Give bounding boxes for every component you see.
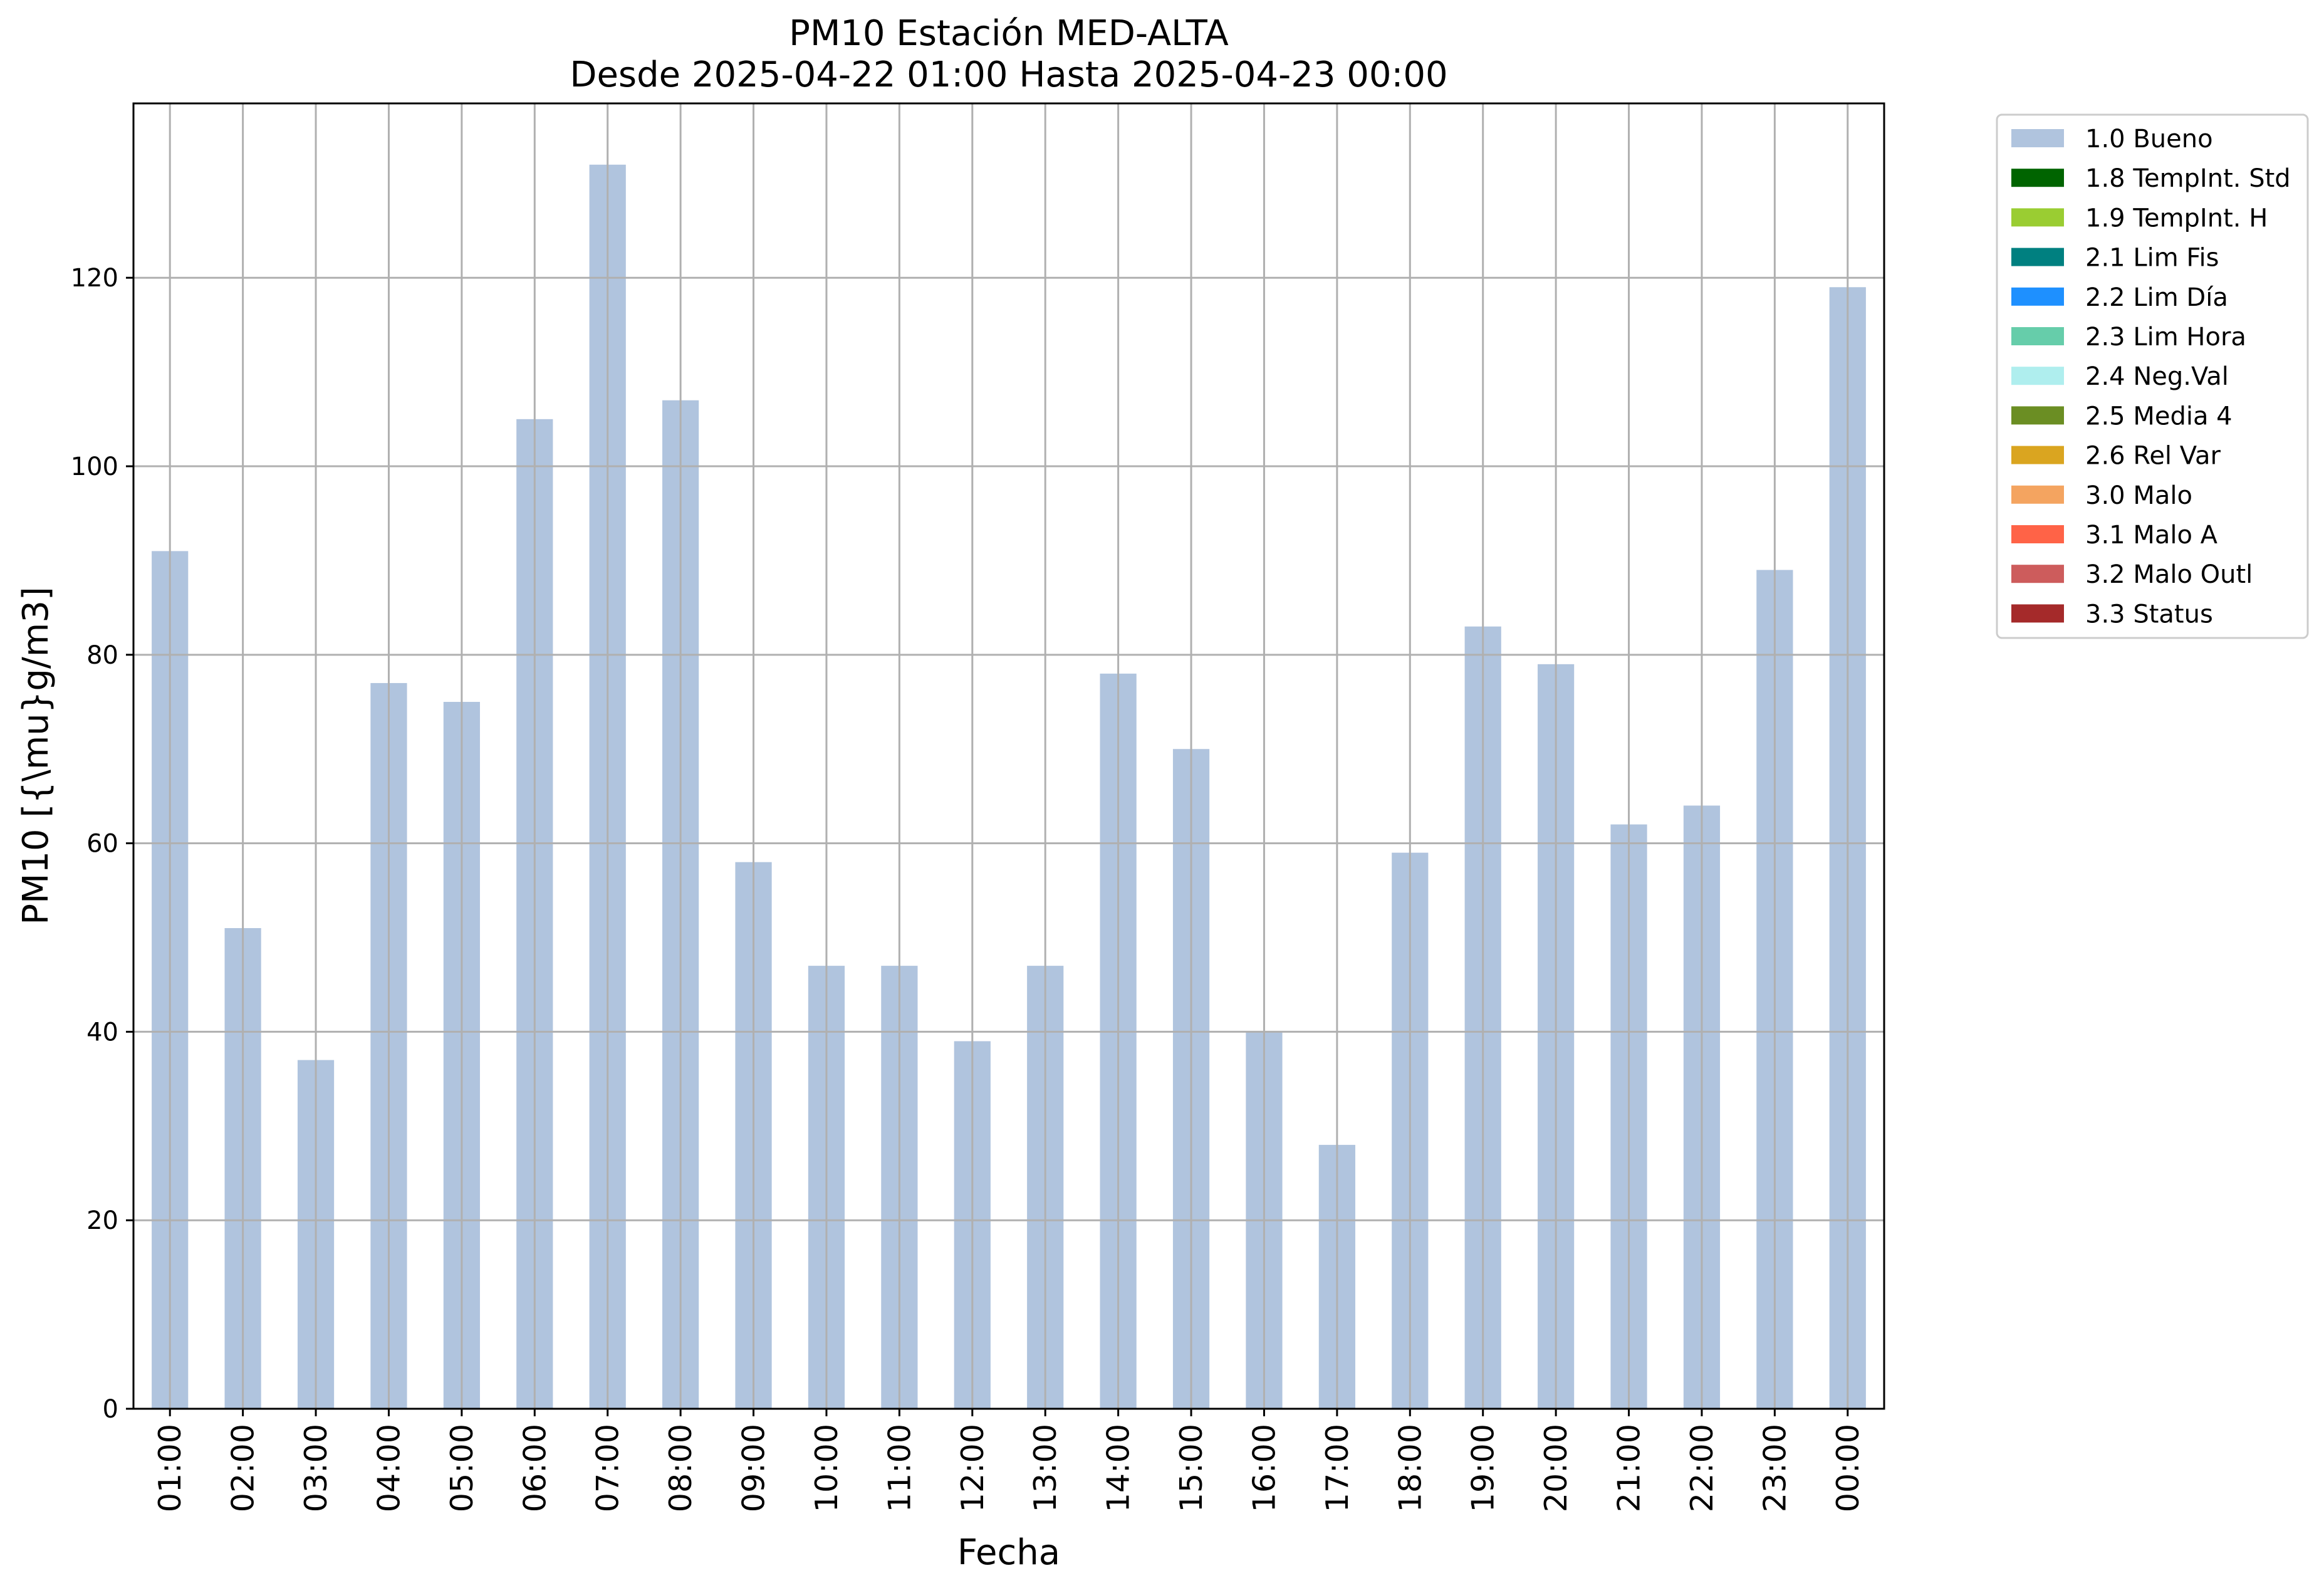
legend-label: 2.2 Lim Día	[2085, 283, 2228, 312]
x-axis-label: Fecha	[957, 1532, 1060, 1573]
y-tick-label: 0	[103, 1395, 118, 1424]
y-tick-label: 40	[86, 1018, 118, 1047]
x-tick-label: 06:00	[517, 1424, 553, 1512]
chart-title-line-1: PM10 Estación MED-ALTA	[789, 13, 1229, 54]
x-tick-label: 20:00	[1538, 1424, 1574, 1512]
x-tick-label: 09:00	[736, 1424, 772, 1512]
legend-swatch	[2011, 208, 2064, 227]
x-tick-label: 23:00	[1757, 1424, 1793, 1512]
x-tick-label: 13:00	[1028, 1424, 1063, 1512]
legend-swatch	[2011, 169, 2064, 187]
legend-swatch	[2011, 525, 2064, 543]
legend-swatch	[2011, 129, 2064, 147]
legend-label: 3.3 Status	[2085, 600, 2213, 629]
legend-label: 1.9 TempInt. H	[2085, 204, 2268, 232]
legend-label: 3.2 Malo Outl	[2085, 560, 2253, 589]
legend-items: 1.0 Bueno 1.8 TempInt. Std 1.9 TempInt. H 2…	[2011, 125, 2291, 629]
legend-label: 2.3 Lim Hora	[2085, 323, 2246, 352]
legend-label: 1.0 Bueno	[2085, 125, 2213, 154]
legend-label: 1.8 TempInt. Std	[2085, 164, 2291, 193]
y-axis-label: PM10 [{\mu}g/m3]	[16, 587, 56, 925]
legend-swatch	[2011, 248, 2064, 266]
x-tick-label: 19:00	[1466, 1424, 1501, 1512]
legend-swatch	[2011, 565, 2064, 583]
x-tick-label: 08:00	[663, 1424, 699, 1512]
x-tick-label: 21:00	[1612, 1424, 1647, 1512]
x-tick-label: 16:00	[1246, 1424, 1282, 1512]
x-tick-label: 10:00	[809, 1424, 845, 1512]
legend-swatch	[2011, 446, 2064, 464]
bars	[152, 164, 1866, 1409]
legend-label: 2.5 Media 4	[2085, 402, 2233, 431]
y-tick-label: 100	[71, 452, 118, 481]
legend-swatch	[2011, 406, 2064, 425]
legend-swatch	[2011, 327, 2064, 345]
x-tick-label: 11:00	[882, 1424, 917, 1512]
plot-frame	[132, 102, 1885, 1410]
chart-title-line-2: Desde 2025-04-22 01:00 Hasta 2025-04-23 …	[570, 55, 1447, 95]
x-tick-label: 05:00	[444, 1424, 480, 1512]
x-tick-label: 15:00	[1174, 1424, 1209, 1512]
legend-swatch	[2011, 604, 2064, 623]
legend-label: 3.1 Malo A	[2085, 521, 2218, 550]
x-tick-label: 07:00	[590, 1424, 626, 1512]
legend-swatch	[2011, 367, 2064, 385]
y-axis-ticks: 0 20 40 60 80 100 120	[71, 264, 133, 1424]
legend-label: 2.1 Lim Fis	[2085, 244, 2219, 273]
x-tick-label: 12:00	[955, 1424, 991, 1512]
legend-label: 2.4 Neg.Val	[2085, 362, 2229, 391]
x-tick-label: 00:00	[1830, 1424, 1866, 1512]
x-tick-label: 14:00	[1101, 1424, 1137, 1512]
legend-label: 3.0 Malo	[2085, 481, 2192, 510]
x-tick-label: 04:00	[371, 1424, 407, 1512]
x-tick-label: 18:00	[1392, 1424, 1428, 1512]
x-tick-label: 17:00	[1320, 1424, 1355, 1512]
legend-swatch	[2011, 485, 2064, 504]
grid-lines	[133, 103, 1884, 1409]
y-tick-label: 80	[86, 641, 118, 670]
legend: 1.0 Bueno 1.8 TempInt. Std 1.9 TempInt. H 2…	[1996, 113, 2309, 639]
legend-swatch	[2011, 287, 2064, 306]
x-tick-label: 22:00	[1684, 1424, 1720, 1512]
x-tick-label: 02:00	[226, 1424, 261, 1512]
x-axis-ticks: 01:00 02:00 03:00 04:00 05:00 06:00 07:00 08:00…	[152, 1409, 1866, 1512]
x-tick-label: 01:00	[152, 1424, 188, 1512]
legend-frame	[1996, 113, 2309, 639]
legend-label: 2.6 Rel Var	[2085, 442, 2221, 471]
y-tick-label: 60	[86, 830, 118, 859]
y-tick-label: 20	[86, 1206, 118, 1235]
y-tick-label: 120	[71, 264, 118, 293]
x-tick-label: 03:00	[298, 1424, 334, 1512]
